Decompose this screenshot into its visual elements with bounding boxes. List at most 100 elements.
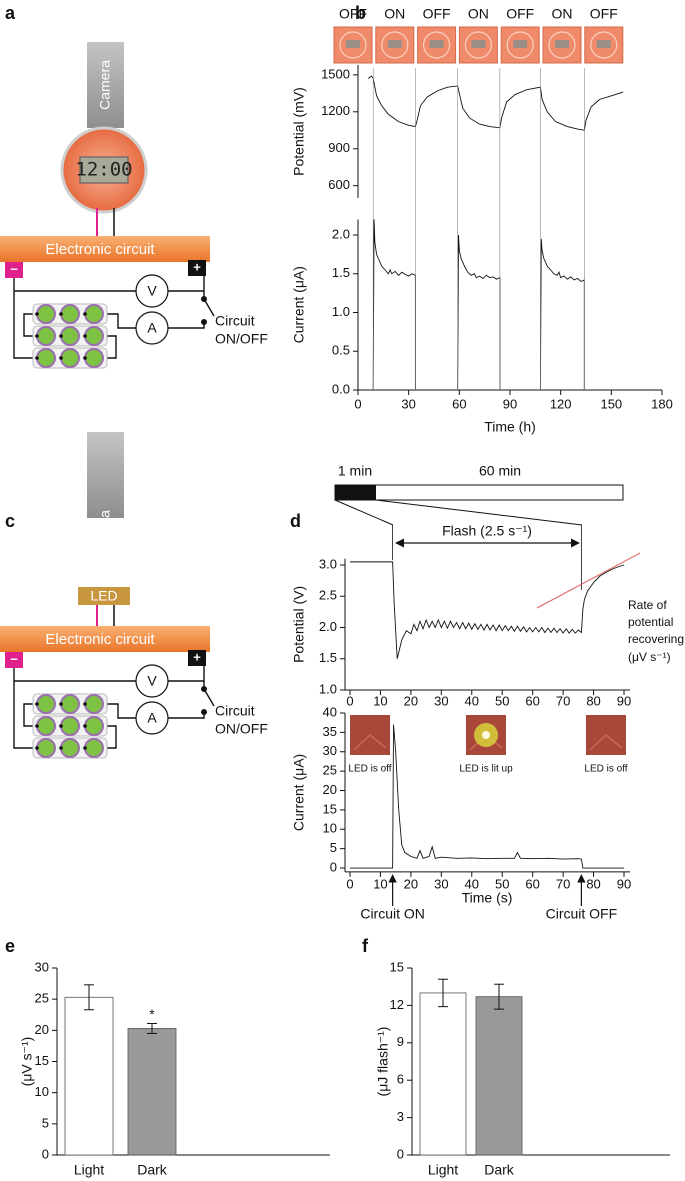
battery-pole	[35, 356, 39, 360]
battery-pole	[35, 702, 39, 706]
plus-sign: +	[193, 259, 201, 274]
battery	[84, 738, 104, 758]
ammeter	[135, 701, 169, 735]
clock-display: 12:00	[75, 159, 132, 181]
battery-pole	[35, 746, 39, 750]
x-tick-label: 50	[495, 876, 509, 891]
timeline-label: 60 min	[479, 463, 521, 479]
x-tick-label: 80	[586, 693, 600, 708]
led-label: LED	[90, 588, 117, 604]
significance-mark: *	[149, 1006, 155, 1022]
wire	[13, 668, 33, 749]
switch-label: ON/OFF	[215, 331, 268, 347]
annotation: recovering	[628, 632, 684, 646]
switch-label: Circuit	[215, 313, 255, 329]
battery	[36, 326, 56, 346]
y-tick-label: 30	[35, 959, 49, 974]
battery	[84, 326, 104, 346]
battery-pole	[83, 724, 87, 728]
y-tick-label: 1500	[321, 66, 350, 81]
y-tick-label: 600	[328, 177, 350, 192]
x-tick-label: 30	[401, 396, 415, 411]
timeline-bar	[334, 484, 624, 501]
battery	[60, 694, 80, 714]
circuit-board	[0, 236, 210, 262]
wire	[107, 703, 136, 719]
data-line	[350, 724, 624, 869]
image-caption: LED is off	[584, 764, 627, 775]
y-axis-label: (μJ flash⁻¹)	[375, 1027, 391, 1097]
photo-detail	[464, 31, 492, 59]
y-tick-label: 40	[323, 704, 337, 719]
bar	[64, 996, 114, 1156]
data-line	[350, 561, 625, 659]
minus-terminal	[5, 262, 23, 278]
annotation: potential	[628, 615, 673, 629]
state-label: OFF	[423, 6, 451, 22]
photo-detail	[471, 40, 486, 48]
minus-sign: −	[10, 261, 18, 276]
wire	[107, 313, 136, 329]
battery	[60, 304, 80, 324]
y-tick-label: 30	[323, 743, 337, 758]
battery	[36, 738, 56, 758]
x-tick-label: 70	[556, 693, 570, 708]
state-label: OFF	[339, 6, 367, 22]
bar	[419, 992, 467, 1156]
data-line	[367, 75, 624, 131]
wire	[23, 703, 33, 727]
camera-label: Camera	[97, 60, 113, 110]
y-tick-label: 2.5	[319, 588, 337, 603]
x-tick-label: 30	[434, 693, 448, 708]
x-tick-label: 40	[465, 693, 479, 708]
y-axis-label: Potential (V)	[291, 586, 307, 663]
y-tick-label: 15	[323, 801, 337, 816]
y-tick-label: 900	[328, 140, 350, 155]
x-tick-label: Light	[428, 1162, 458, 1178]
x-tick-label: 40	[465, 876, 479, 891]
y-axis-label: (μV s⁻¹)	[19, 1037, 35, 1087]
state-label: ON	[552, 6, 573, 22]
plus-sign: +	[193, 649, 201, 664]
x-tick-label: Light	[74, 1162, 104, 1178]
battery-pole	[83, 334, 87, 338]
y-tick-label: 9	[397, 1034, 404, 1049]
x-tick-label: 90	[617, 876, 631, 891]
x-axis-label: Time (s)	[462, 890, 513, 906]
y-tick-label: 20	[323, 782, 337, 797]
x-tick-label: 0	[354, 396, 361, 411]
bar	[127, 1028, 177, 1156]
plus-terminal	[188, 650, 206, 666]
x-tick-label: 0	[346, 693, 353, 708]
photo-detail	[346, 40, 360, 48]
photo-detail	[339, 31, 367, 59]
battery-pole	[59, 334, 63, 338]
battery-pole	[83, 356, 87, 360]
switch-contact	[201, 296, 207, 302]
x-tick-label: 90	[503, 396, 517, 411]
panel-label: e	[5, 936, 15, 956]
photo-detail	[387, 40, 402, 48]
photo-detail	[555, 40, 569, 48]
voltmeter	[135, 274, 169, 308]
voltmeter	[135, 664, 169, 698]
battery	[84, 304, 104, 324]
event-label: Circuit ON	[360, 906, 425, 922]
y-tick-label: 0	[397, 1146, 404, 1161]
battery	[36, 348, 56, 368]
led-box	[78, 587, 130, 605]
y-tick-label: 25	[323, 763, 337, 778]
battery-pole	[59, 356, 63, 360]
photo-detail	[381, 31, 409, 59]
voltmeter-label: V	[147, 283, 157, 299]
x-tick-label: 20	[404, 693, 418, 708]
x-tick-label: 80	[586, 876, 600, 891]
photo-detail	[548, 31, 576, 59]
error-bar	[438, 978, 448, 1008]
y-tick-label: 2.0	[332, 226, 350, 241]
battery	[84, 716, 104, 736]
timeline-segment	[335, 485, 376, 500]
x-tick-label: Dark	[137, 1162, 168, 1178]
wire	[168, 276, 205, 292]
